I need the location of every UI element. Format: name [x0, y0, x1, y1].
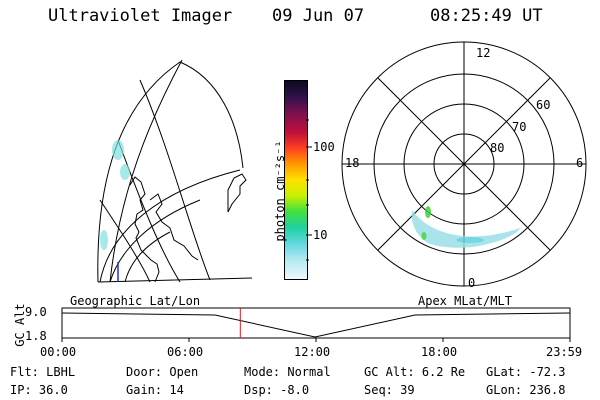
app-title: Ultraviolet Imager: [48, 6, 233, 26]
timeline-right-label: Apex MLat/MLT: [418, 294, 512, 308]
lat-label-70: 70: [512, 120, 527, 134]
colorbar-tick-100: 100: [313, 140, 335, 154]
time-readout: 08:25:49 UT: [430, 6, 543, 26]
glat-field: GLat: -72.3: [486, 365, 566, 379]
mlt-label-12: 12: [476, 46, 491, 60]
timeline-y-tick-bottom: 1.8: [25, 329, 47, 343]
mlt-label-6: 6: [576, 156, 584, 170]
mlt-label-18: 18: [345, 156, 360, 170]
timeline-y-tick-top: 9.0: [25, 305, 47, 319]
time-tick-0600: 06:00: [167, 345, 204, 359]
date-readout: 09 Jun 07: [272, 6, 365, 26]
mode-field: Mode: Normal: [244, 365, 331, 379]
gain-field: Gain: 14: [126, 383, 184, 397]
time-tick-2359: 23:59: [546, 345, 583, 359]
door-field: Door: Open: [126, 365, 199, 379]
time-tick-0000: 00:00: [40, 345, 77, 359]
lat-label-60: 60: [536, 98, 551, 112]
timeline-left-label: Geographic Lat/Lon: [70, 294, 201, 308]
lat-label-80: 80: [490, 141, 505, 155]
gc-alt-field: GC Alt: 6.2 Re: [364, 365, 466, 379]
time-tick-1200: 12:00: [294, 345, 331, 359]
ip-field: IP: 36.0: [10, 383, 68, 397]
time-tick-1800: 18:00: [421, 345, 458, 359]
dsp-field: Dsp: -8.0: [244, 383, 310, 397]
mlt-label-0: 0: [468, 276, 476, 290]
flt-field: Flt: LBHL: [10, 365, 76, 379]
colorbar-tick-10: 10: [313, 228, 328, 242]
seq-field: Seq: 39: [364, 383, 415, 397]
glon-field: GLon: 236.8: [486, 383, 566, 397]
